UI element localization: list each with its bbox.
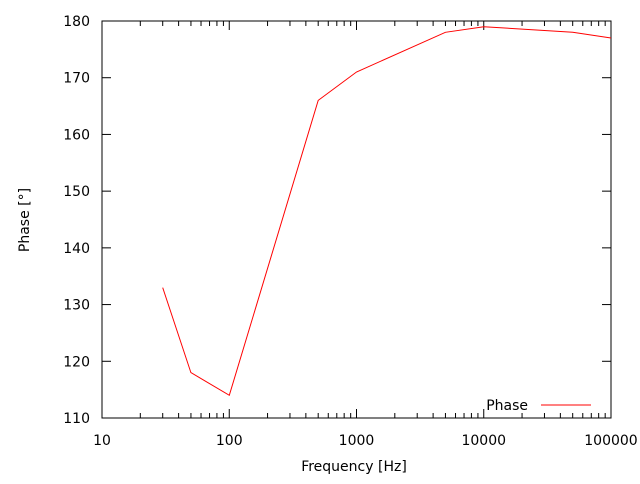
plot-border	[101, 20, 612, 419]
x-tick-label: 10000	[461, 433, 506, 449]
y-tick-label: 110	[63, 411, 90, 427]
tick-labels: 110 120 130 140 150 160 170 180 10 100 1000 10000 10…	[63, 14, 637, 449]
y-axis-label: Phase [°]	[17, 188, 33, 252]
y-tick-label: 160	[63, 127, 90, 143]
x-tick-label: 1000	[339, 433, 375, 449]
ticks	[101, 20, 612, 419]
y-tick-label: 120	[63, 354, 90, 370]
y-tick-label: 180	[63, 14, 90, 30]
y-tick-label: 170	[63, 71, 90, 87]
legend-label-phase: Phase	[486, 398, 528, 414]
y-tick-label: 150	[63, 184, 90, 200]
y-tick-label: 130	[63, 298, 90, 314]
x-axis-label: Frequency [Hz]	[301, 459, 407, 475]
legend: Phase	[486, 398, 591, 414]
series-line-phase	[162, 26, 612, 397]
x-tick-label: 100000	[584, 433, 637, 449]
x-tick-label: 10	[93, 433, 111, 449]
x-tick-label: 100	[216, 433, 243, 449]
y-tick-label: 140	[63, 241, 90, 257]
